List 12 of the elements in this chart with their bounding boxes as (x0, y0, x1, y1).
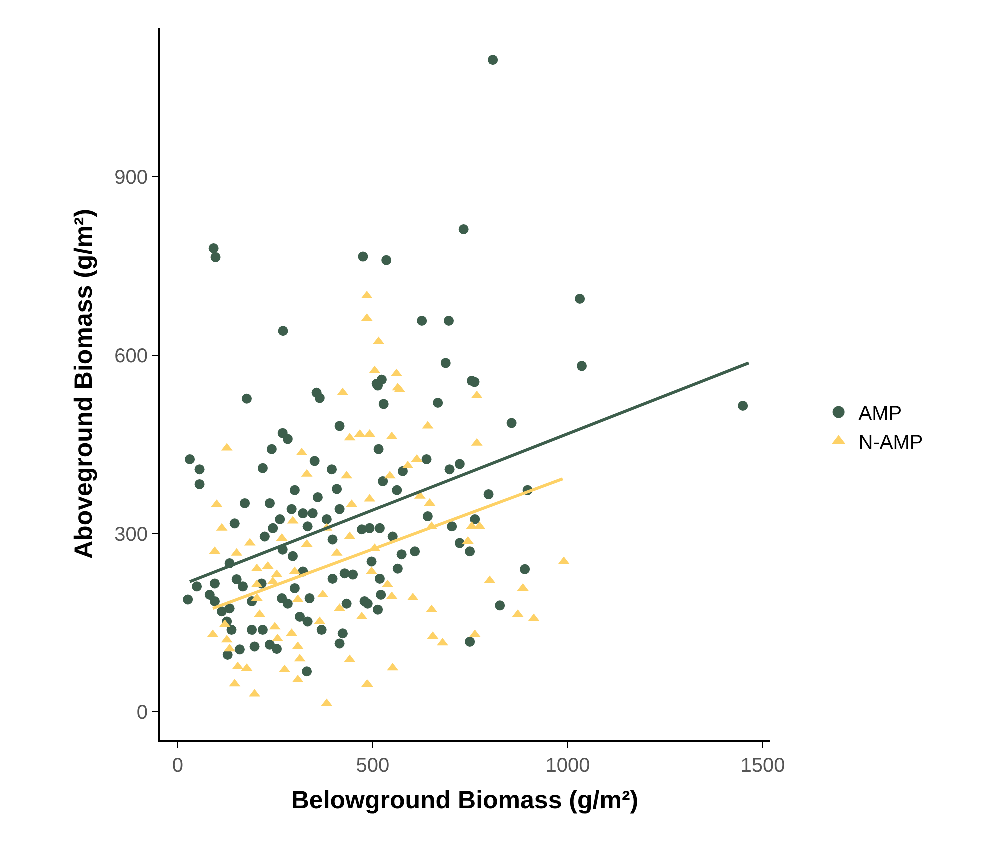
x-tick-label: 1500 (740, 755, 786, 777)
x-tick-label: 1000 (546, 755, 590, 777)
y-tick-label: 900 (114, 167, 148, 190)
x-axis-title: Belowground Biomass (g/m²) (291, 786, 639, 814)
y-axis-title: Aboveground Biomass (g/m²) (70, 208, 98, 560)
y-tick-label: 600 (114, 345, 148, 368)
y-tick-label: 300 (114, 524, 148, 546)
y-tick-label: 0 (136, 702, 148, 724)
x-tick-label: 500 (356, 755, 390, 777)
legend-label: AMP (858, 403, 902, 426)
legend-label: N-AMP (858, 432, 924, 454)
x-tick-label: 0 (172, 755, 184, 777)
